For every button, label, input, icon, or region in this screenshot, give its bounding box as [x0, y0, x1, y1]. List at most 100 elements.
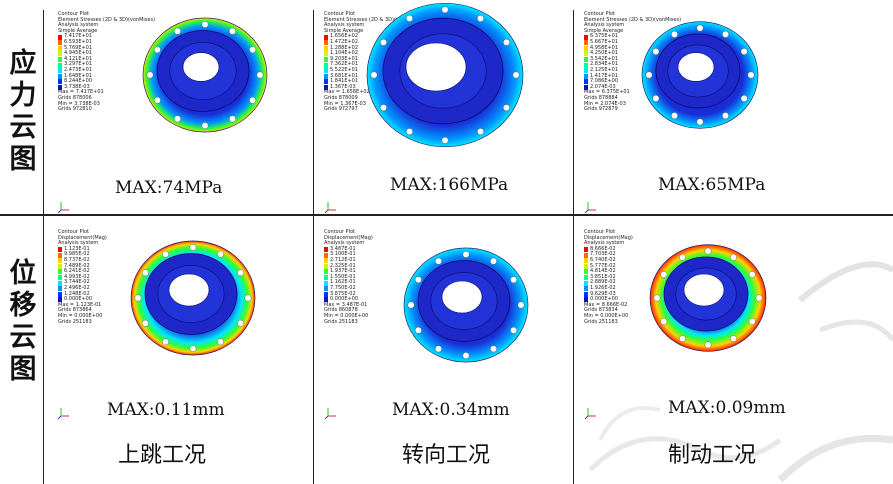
legend-footer-line: Grids 972810 — [58, 106, 92, 113]
legend-value: 6.740E-02 — [590, 256, 616, 263]
legend-swatch — [324, 45, 328, 51]
legend-entry: 3.100E-01 — [324, 252, 373, 258]
legend-value: 2.834E+01 — [590, 61, 619, 68]
legend-entry: 3.851E-02 — [584, 274, 633, 281]
legend-entry: 9.629E-03 — [584, 290, 633, 298]
legend-value: 4.121E+01 — [64, 55, 93, 62]
legend-swatch — [584, 79, 588, 85]
legend-entry: 3.744E-02 — [58, 280, 107, 286]
legend-value: 4.250E+01 — [590, 50, 619, 57]
legend-value: 3.487E-01 — [330, 245, 356, 252]
legend-swatch — [584, 73, 588, 79]
legend-value: 1.162E-01 — [330, 279, 356, 286]
axis-triad-icon — [584, 202, 596, 214]
legend-swatch — [584, 275, 588, 281]
legend-swatch — [58, 34, 62, 40]
legend-value: 1.841E+01 — [330, 78, 359, 85]
legend-swatch — [584, 51, 588, 57]
legend-swatch — [324, 269, 328, 275]
legend-footer-line: Grids 251183 — [58, 318, 92, 325]
contour-legend: Contour Plot Displacement(Mag) Analysis sy… — [584, 229, 633, 325]
legend-entry: 4.958E+01 — [584, 45, 681, 52]
legend-header-line: Displacement(Mag) — [58, 234, 107, 241]
legend-header-line: Displacement(Mag) — [324, 234, 373, 241]
legend-swatch — [324, 297, 328, 303]
legend-entry: 5.777E-02 — [584, 263, 633, 270]
legend-value: 1.288E+02 — [330, 44, 359, 51]
legend-swatch — [324, 247, 328, 253]
legend-entry: 9.203E+01 — [324, 56, 421, 63]
legend-value: 2.325E-01 — [330, 262, 356, 269]
legend-footer-line: Min = 2.074E-03 — [584, 100, 626, 107]
legend-entry: 4.814E-02 — [584, 269, 633, 275]
legend-swatch — [58, 275, 62, 281]
legend-swatch — [58, 62, 62, 68]
legend-header-line: Contour Plot — [324, 229, 355, 235]
legend-swatch — [324, 51, 328, 57]
legend-swatch — [58, 297, 62, 303]
legend-value: 0.000E+00 — [64, 296, 93, 303]
legend-entry: 2.125E+01 — [584, 66, 681, 74]
legend-value: 2.889E-02 — [590, 279, 616, 286]
legend-value: 4.814E-02 — [590, 268, 616, 275]
legend-swatch — [324, 275, 328, 281]
legend-value: 3.100E-01 — [330, 251, 356, 258]
legend-entry: 7.362E+01 — [324, 62, 421, 68]
load-case-caption: 制动工况 — [668, 443, 757, 468]
flange-contour-model — [641, 21, 759, 129]
contour-legend: Contour Plot Element Stresses (2D & 3D)(v… — [584, 11, 682, 113]
legend-value: 9.629E-03 — [590, 290, 616, 297]
legend-header-line: Displacement(Mag) — [584, 234, 633, 241]
legend-header-line: Analysis system — [584, 240, 625, 247]
legend-header-line: Simple Average — [324, 27, 364, 34]
legend-entry: 1.104E+02 — [324, 51, 421, 57]
legend-header-line: Element Stresses (2D & 3D)(vonMises) — [584, 16, 682, 23]
max-value-label: MAX:65MPa — [658, 175, 766, 195]
legend-entry: 3.738E-03 — [58, 83, 155, 91]
legend-entry: 3.487E-01 — [324, 245, 373, 253]
contour-legend: Contour Plot Displacement(Mag) Analysis sy… — [58, 229, 107, 325]
legend-entry: 1.162E-01 — [324, 280, 373, 286]
legend-swatch — [58, 85, 62, 91]
legend-value: 7.489E-02 — [64, 262, 90, 269]
legend-value: 2.473E+01 — [64, 66, 93, 73]
legend-value: 1.472E+02 — [330, 38, 359, 45]
legend-swatch — [58, 269, 62, 275]
legend-swatch — [324, 34, 328, 40]
legend-entry: 3.875E-02 — [324, 291, 373, 298]
legend-footer-line: Min = 0.000E+00 — [584, 312, 629, 319]
legend-value: 6.593E+01 — [64, 38, 93, 45]
legend-entry: 1.288E+02 — [324, 44, 421, 52]
legend-swatch — [584, 40, 588, 46]
legend-entry: 1.937E-01 — [324, 269, 373, 275]
legend-header-line: Contour Plot — [58, 11, 89, 17]
legend-swatch — [584, 68, 588, 74]
legend-entry: 2.473E+01 — [58, 66, 155, 74]
legend-entry: 1.656E+02 — [324, 34, 421, 40]
max-value-label: MAX:0.09mm — [668, 398, 786, 418]
legend-entry: 1.926E-02 — [584, 284, 633, 292]
legend-footer-line: Min = 1.367E-03 — [324, 100, 366, 107]
legend-value: 2.125E+01 — [590, 66, 619, 73]
legend-swatch — [324, 73, 328, 79]
legend-swatch — [58, 79, 62, 85]
legend-value: 1.926E-02 — [590, 284, 616, 291]
legend-entry: 0.000E+00 — [58, 297, 107, 303]
legend-swatch — [584, 34, 588, 40]
vertical-divider-right — [573, 10, 574, 484]
flange-contour-model — [403, 247, 529, 363]
contour-legend: Contour Plot Displacement(Mag) Analysis sy… — [324, 229, 373, 325]
flange-contour-model — [366, 2, 524, 148]
legend-footer-line: Max = 8.666E-02 — [584, 301, 628, 308]
legend-footer-line: Grids 251183 — [584, 318, 618, 325]
legend-entry: 1.123E-01 — [58, 246, 107, 253]
legend-swatch — [58, 286, 62, 292]
legend-value: 3.738E-03 — [64, 83, 90, 90]
legend-entry: 7.086E+00 — [584, 79, 681, 85]
legend-value: 7.750E-02 — [330, 284, 356, 291]
legend-footer-line: Max = 1.656E+02 — [324, 89, 370, 96]
legend-entry: 7.750E-02 — [324, 284, 373, 292]
legend-value: 8.244E+00 — [64, 78, 93, 85]
legend-footer-line: Grids 972797 — [324, 106, 358, 113]
axis-triad-icon — [57, 408, 69, 420]
